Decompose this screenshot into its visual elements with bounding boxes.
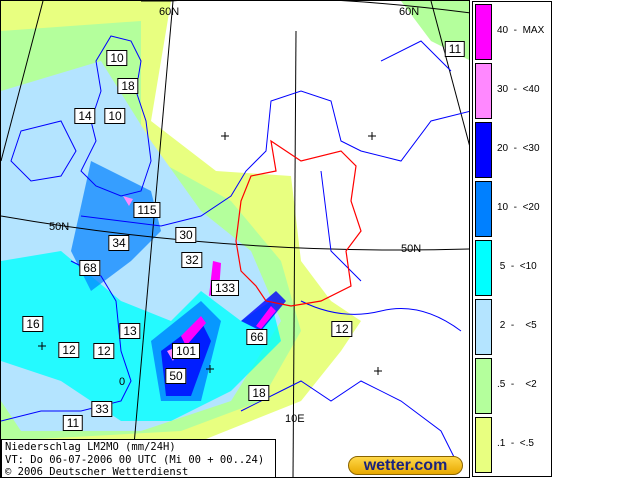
grid-label: 60N (159, 6, 180, 18)
legend-item: 5 - <10 (475, 240, 549, 297)
legend-swatch (475, 299, 492, 355)
rain-area-20-30b (241, 291, 286, 331)
grid-label: 50N (49, 221, 70, 233)
legend-item: 2 - <5 (475, 299, 549, 356)
precip-value: 66 (246, 329, 268, 345)
grid-lines (1, 1, 469, 477)
precip-value: 115 (133, 202, 161, 218)
caption-title: Niederschlag LM2MO (mm/24H) (5, 441, 176, 453)
grid-crosses (38, 132, 382, 375)
precip-value: 12 (331, 321, 353, 337)
precip-value: 16 (22, 316, 44, 332)
precip-value: 30 (175, 227, 197, 243)
precip-value: 101 (171, 343, 201, 359)
rain-area-10-20 (71, 161, 161, 291)
precip-value: 68 (79, 260, 101, 276)
rain-area-5-10 (1, 251, 281, 421)
precip-value: 18 (248, 385, 270, 401)
legend-label: 30 - <40 (497, 84, 540, 95)
grid-label: 10E (285, 413, 305, 425)
legend-swatch (475, 181, 492, 237)
legend-item: .5 - <2 (475, 358, 549, 415)
legend-label: 40 - MAX (497, 25, 545, 36)
legend-item: 20 - <30 (475, 122, 549, 179)
precipitation-field (1, 1, 469, 441)
precip-value: 11 (62, 415, 84, 431)
legend-label: .5 - <2 (497, 379, 537, 390)
legend-label: .1 - <.5 (497, 438, 534, 449)
precip-value: 11 (444, 41, 466, 57)
legend-label: 10 - <20 (497, 202, 540, 213)
precip-value: 18 (117, 78, 139, 94)
caption-valid-time: VT: Do 06-07-2006 00 UTC (Mi 00 + 00..24… (5, 453, 265, 466)
legend-label: 20 - <30 (497, 143, 540, 154)
precip-value: 32 (181, 252, 203, 268)
legend-label: 5 - <10 (497, 261, 537, 272)
grid-label: 60N (399, 6, 420, 18)
precip-value: 50 (165, 368, 187, 384)
legend-swatch (475, 417, 492, 473)
legend-swatch (475, 358, 492, 414)
grid-label: 50N (401, 243, 422, 255)
precip-value: 10 (104, 108, 126, 124)
legend-swatch (475, 240, 492, 296)
grid-label: 0 (119, 376, 126, 388)
legend-item: 10 - <20 (475, 181, 549, 238)
precip-value: 12 (58, 342, 80, 358)
precip-value: 133 (210, 280, 240, 296)
legend-swatch (475, 63, 492, 119)
coastlines (1, 35, 469, 472)
precip-value: 13 (119, 323, 141, 339)
legend-label: 2 - <5 (497, 320, 537, 331)
map-graphic (1, 1, 469, 477)
precipitation-map: 60N 60N 50N 50N 10E 0 10 18 14 10 115 34… (0, 0, 470, 478)
legend-item: .1 - <.5 (475, 417, 549, 474)
color-legend: 40 - MAX 30 - <40 20 - <30 10 - <20 5 - <10… (472, 1, 552, 477)
wetter-com-logo[interactable]: wetter.com (348, 456, 463, 475)
caption-copyright: © 2006 Deutscher Wetterdienst (5, 466, 189, 478)
precip-value: 34 (108, 235, 130, 251)
legend-swatch (475, 122, 492, 178)
rain-area-max (181, 261, 276, 346)
precip-value: 12 (93, 343, 115, 359)
precip-value: 33 (91, 401, 113, 417)
legend-swatch (475, 4, 492, 60)
precip-value: 10 (106, 50, 128, 66)
germany-border (235, 139, 362, 307)
legend-item: 40 - MAX (475, 4, 549, 61)
map-caption: Niederschlag LM2MO (mm/24H) VT: Do 06-07… (1, 439, 276, 478)
precip-value: 14 (74, 108, 96, 124)
legend-item: 30 - <40 (475, 63, 549, 120)
